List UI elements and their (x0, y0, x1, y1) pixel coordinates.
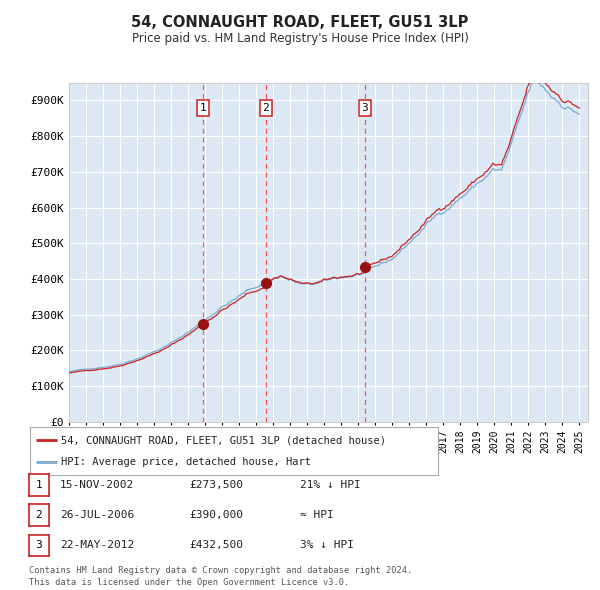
Text: Price paid vs. HM Land Registry's House Price Index (HPI): Price paid vs. HM Land Registry's House … (131, 32, 469, 45)
Text: £432,500: £432,500 (189, 540, 243, 550)
Text: ≈ HPI: ≈ HPI (300, 510, 334, 520)
Text: 26-JUL-2006: 26-JUL-2006 (60, 510, 134, 520)
Text: 54, CONNAUGHT ROAD, FLEET, GU51 3LP: 54, CONNAUGHT ROAD, FLEET, GU51 3LP (131, 15, 469, 30)
Text: 21% ↓ HPI: 21% ↓ HPI (300, 480, 361, 490)
Text: £273,500: £273,500 (189, 480, 243, 490)
Text: 2: 2 (262, 103, 269, 113)
Text: 15-NOV-2002: 15-NOV-2002 (60, 480, 134, 490)
Text: £390,000: £390,000 (189, 510, 243, 520)
Text: 2: 2 (35, 510, 42, 520)
Text: 22-MAY-2012: 22-MAY-2012 (60, 540, 134, 550)
Text: Contains HM Land Registry data © Crown copyright and database right 2024.
This d: Contains HM Land Registry data © Crown c… (29, 566, 412, 587)
Text: 1: 1 (200, 103, 206, 113)
Text: 3: 3 (362, 103, 368, 113)
Text: 1: 1 (35, 480, 42, 490)
Text: 3: 3 (35, 540, 42, 550)
Text: 54, CONNAUGHT ROAD, FLEET, GU51 3LP (detached house): 54, CONNAUGHT ROAD, FLEET, GU51 3LP (det… (61, 435, 386, 445)
Text: HPI: Average price, detached house, Hart: HPI: Average price, detached house, Hart (61, 457, 311, 467)
Text: 3% ↓ HPI: 3% ↓ HPI (300, 540, 354, 550)
